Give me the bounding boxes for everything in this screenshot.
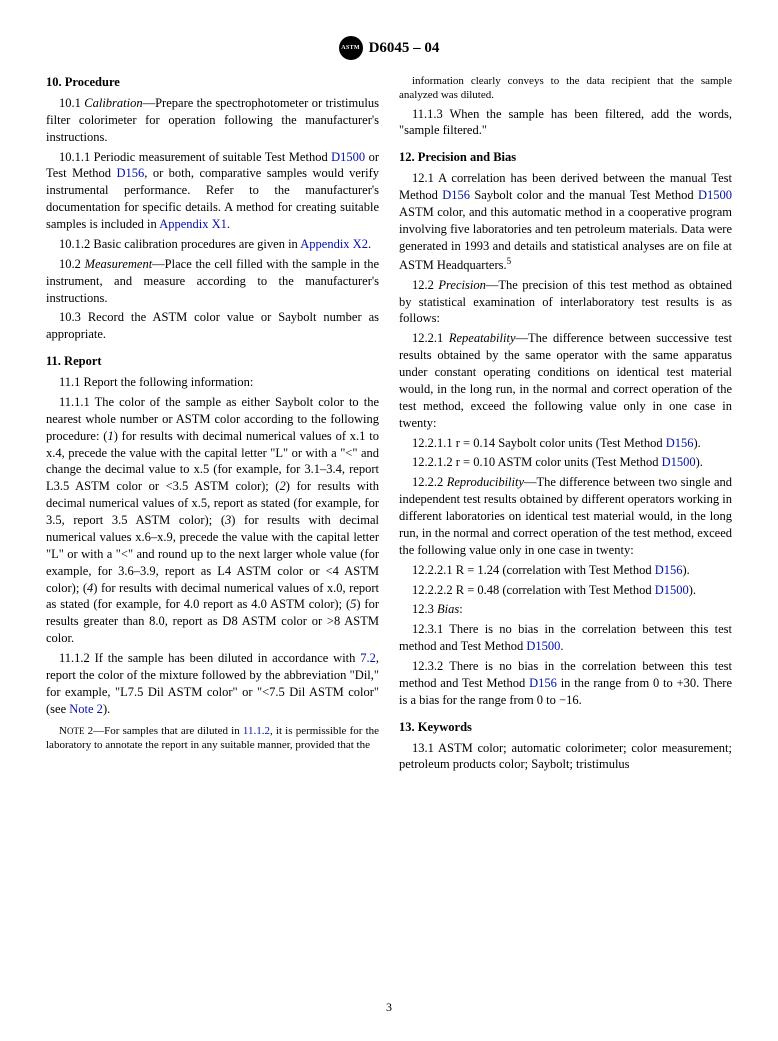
section-12-title: 12. Precision and Bias	[399, 149, 732, 166]
link-d156[interactable]: D156	[666, 436, 694, 450]
link-11-1-2[interactable]: 11.1.2	[243, 725, 270, 737]
para-12-2-1-1: 12.2.1.1 r = 0.14 Saybolt color units (T…	[399, 435, 732, 452]
link-d1500[interactable]: D1500	[662, 455, 696, 469]
para-12-2: 12.2 Precision—The precision of this tes…	[399, 277, 732, 328]
para-12-3-2: 12.3.2 There is no bias in the correlati…	[399, 658, 732, 709]
link-d1500[interactable]: D1500	[655, 583, 689, 597]
link-7-2[interactable]: 7.2	[360, 651, 376, 665]
para-12-2-2-2: 12.2.2.2 R = 0.48 (correlation with Test…	[399, 582, 732, 599]
page: D6045 – 04 10. Procedure 10.1 Calibratio…	[0, 0, 778, 1041]
link-d156[interactable]: D156	[116, 166, 144, 180]
link-d156[interactable]: D156	[529, 676, 557, 690]
section-13-title: 13. Keywords	[399, 719, 732, 736]
link-d156[interactable]: D156	[442, 188, 470, 202]
para-10-2: 10.2 Measurement—Place the cell filled w…	[46, 256, 379, 307]
link-appendix-x2[interactable]: Appendix X2	[300, 237, 368, 251]
para-10-1-1: 10.1.1 Periodic measurement of suitable …	[46, 149, 379, 233]
document-header: D6045 – 04	[46, 36, 732, 60]
link-d1500[interactable]: D1500	[526, 639, 560, 653]
document-id: D6045 – 04	[369, 38, 440, 58]
para-12-3-1: 12.3.1 There is no bias in the correlati…	[399, 621, 732, 655]
para-11-1: 11.1 Report the following information:	[46, 374, 379, 391]
link-note-2[interactable]: Note 2	[69, 702, 103, 716]
para-11-1-2: 11.1.2 If the sample has been diluted in…	[46, 650, 379, 718]
para-11-1-3: 11.1.3 When the sample has been filtered…	[399, 106, 732, 140]
note-2: NOTE 2—For samples that are diluted in 1…	[46, 724, 379, 753]
link-d1500[interactable]: D1500	[698, 188, 732, 202]
link-appendix-x1[interactable]: Appendix X1	[159, 217, 227, 231]
link-d1500[interactable]: D1500	[331, 150, 365, 164]
para-10-1-2: 10.1.2 Basic calibration procedures are …	[46, 236, 379, 253]
note-2-cont: information clearly conveys to the data …	[399, 74, 732, 103]
para-12-2-2-1: 12.2.2.1 R = 1.24 (correlation with Test…	[399, 562, 732, 579]
link-d156[interactable]: D156	[655, 563, 683, 577]
astm-logo-icon	[339, 36, 363, 60]
page-number: 3	[0, 999, 778, 1015]
para-12-2-2: 12.2.2 Reproducibility—The difference be…	[399, 474, 732, 558]
para-12-3: 12.3 Bias:	[399, 601, 732, 618]
para-13-1: 13.1 ASTM color; automatic colorimeter; …	[399, 740, 732, 774]
para-10-3: 10.3 Record the ASTM color value or Sayb…	[46, 309, 379, 343]
footnote-5: 5	[507, 256, 512, 266]
para-12-2-1: 12.2.1 Repeatability—The difference betw…	[399, 330, 732, 431]
section-10-title: 10. Procedure	[46, 74, 379, 91]
para-12-2-1-2: 12.2.1.2 r = 0.10 ASTM color units (Test…	[399, 454, 732, 471]
content-columns: 10. Procedure 10.1 Calibration—Prepare t…	[46, 74, 732, 773]
section-11-title: 11. Report	[46, 353, 379, 370]
para-10-1: 10.1 Calibration—Prepare the spectrophot…	[46, 95, 379, 146]
para-12-1: 12.1 A correlation has been derived betw…	[399, 170, 732, 273]
para-11-1-1: 11.1.1 The color of the sample as either…	[46, 394, 379, 647]
